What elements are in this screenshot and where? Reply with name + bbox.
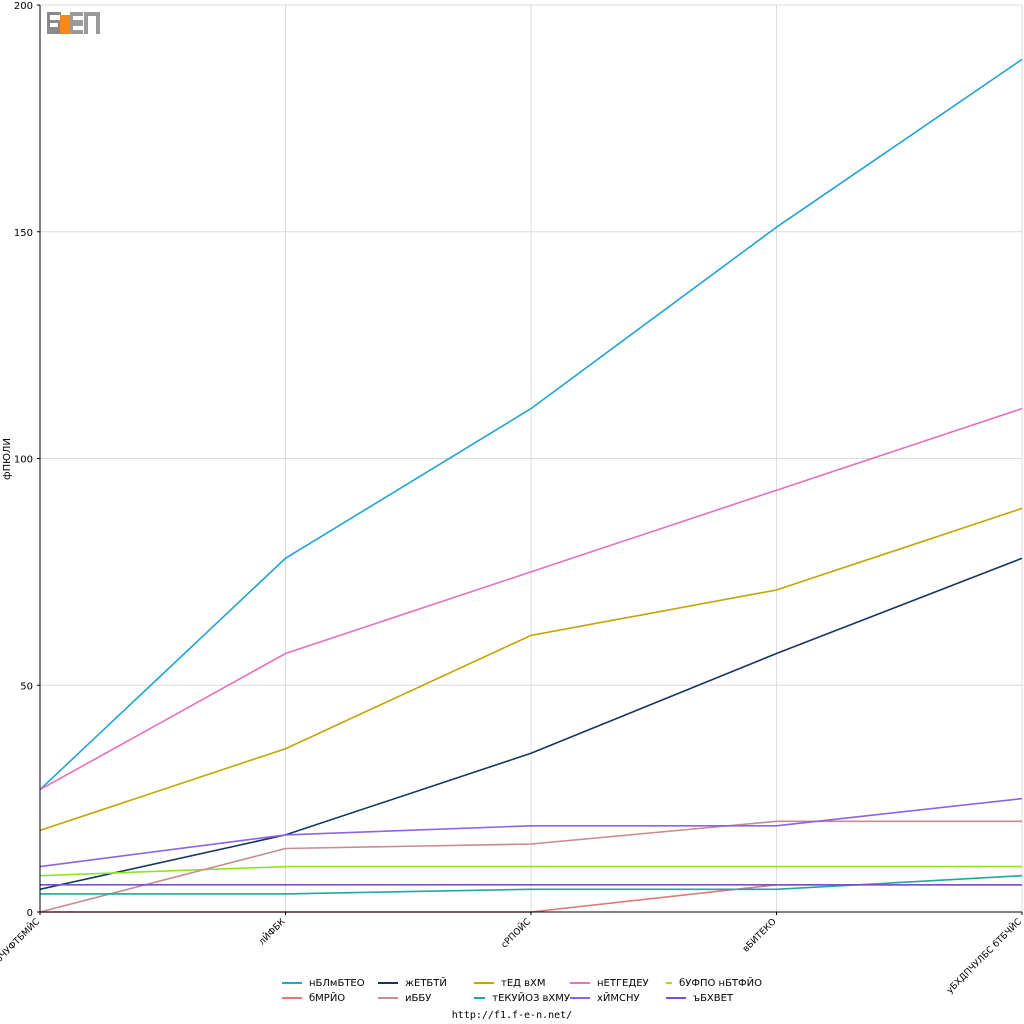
legend-item: тЕКУЙОЗ вХМУ (474, 991, 570, 1005)
y-tick-labels: 0 50 100 150 200 (14, 1, 40, 919)
legend-swatch (378, 997, 398, 999)
legend-label: тЕД вХМ (501, 977, 546, 989)
legend-item: хЙМСНУ (570, 991, 666, 1005)
legend-label: иББУ (405, 992, 432, 1004)
legend-swatch (666, 997, 686, 999)
f1en-logo (47, 12, 100, 34)
y-tick-label: 200 (14, 1, 33, 12)
legend-label: нБЛмБТЕО (309, 977, 365, 989)
x-tick-label: лЙФБК (256, 915, 288, 947)
legend-item: ъБХВЕТ (666, 991, 762, 1005)
legend-swatch (282, 982, 302, 984)
legend-label: хЙМСНУ (597, 992, 640, 1004)
legend-item: тЕД вХМ (474, 976, 570, 990)
legend-swatch (666, 982, 673, 984)
x-tick-label: вБИТЕКО (741, 917, 778, 954)
legend-swatch (378, 982, 398, 984)
legend-swatch (474, 997, 486, 999)
legend-label: жЕТБТЙ (405, 977, 447, 989)
series-line-2 (39, 507, 1023, 832)
legend-item: нБЛмБТЕО (282, 976, 378, 990)
legend-item: бМРЙО (282, 991, 378, 1005)
legend-item: нЕТГЕДЕУ (570, 976, 666, 990)
legend-label: тЕКУЙОЗ вХМУ (492, 992, 570, 1004)
legend-swatch (282, 997, 302, 999)
x-tick-label: сРПОЙС (498, 916, 533, 951)
y-axis-title: фПЮЛИ (2, 438, 13, 480)
chart-grid (40, 4, 1023, 912)
legend-swatch (570, 997, 590, 999)
legend-label: ъБХВЕТ (693, 992, 734, 1004)
x-tick-label: уБХДПЧУЛБС бТБЧЙС (944, 916, 1024, 996)
legend-item: жЕТБТЙ (378, 976, 474, 990)
legend-item: иББУ (378, 991, 474, 1005)
y-tick-label: 100 (14, 455, 33, 466)
y-tick-label: 150 (14, 228, 33, 239)
legend-item: бУФПО нБТФЙО (666, 976, 762, 990)
y-tick-label: 0 (27, 908, 33, 919)
series-line-3 (39, 407, 1023, 791)
series-line-6 (39, 820, 1022, 913)
legend-label: бМРЙО (309, 992, 346, 1004)
x-tick-label: бЧУФТБМЙС (0, 916, 42, 965)
chart-legend: нБЛмБТЕО жЕТБТЙ тЕД вХМ нЕТГЕДЕУ бУФПО нБТФЙ… (282, 976, 782, 1005)
y-tick-label: 50 (20, 681, 33, 692)
legend-label: бУФПО нБТФЙО (679, 977, 762, 989)
legend-label: нЕТГЕДЕУ (597, 977, 649, 989)
footer-url[interactable]: http://f1.f-e-n.net/ (451, 1010, 573, 1021)
series-line-1 (39, 557, 1023, 891)
legend-swatch (570, 982, 590, 984)
series-line-0 (39, 58, 1023, 791)
legend-swatch (474, 982, 494, 984)
series-line-8 (39, 797, 1023, 868)
